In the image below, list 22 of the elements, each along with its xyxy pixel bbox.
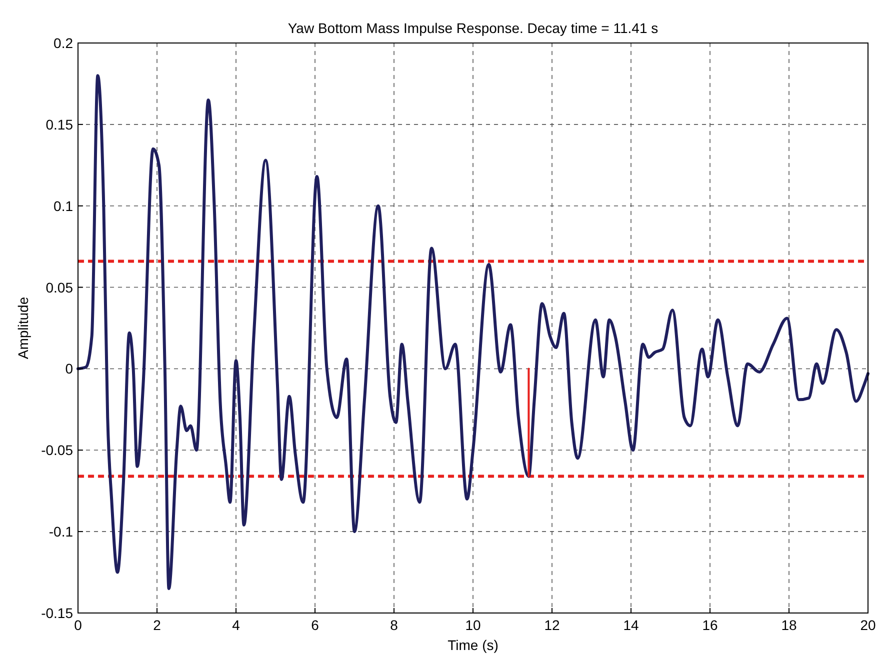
x-tick-label: 16 <box>702 617 718 633</box>
x-tick-label: 12 <box>544 617 560 633</box>
y-tick-label: 0.05 <box>46 279 74 296</box>
x-axis-title: Time (s) <box>448 637 498 653</box>
x-tick-label: 20 <box>860 617 876 633</box>
x-tick-label: 14 <box>623 617 639 633</box>
y-tick-label: -0.1 <box>48 524 74 540</box>
y-tick-label: 0.1 <box>54 198 74 214</box>
x-tick-label: 8 <box>390 617 398 633</box>
x-tick-label: 2 <box>153 617 162 633</box>
x-tick-label: 6 <box>311 617 320 633</box>
y-axis-title: Amplitude <box>15 296 31 360</box>
y-tick-label: 0.2 <box>54 35 74 51</box>
x-tick-label: 10 <box>465 617 481 633</box>
y-tick-label: 0 <box>65 360 74 377</box>
x-tick-label: 4 <box>232 617 240 633</box>
line-series <box>76 74 870 590</box>
y-tick-label: -0.15 <box>41 605 74 621</box>
chart-title: Yaw Bottom Mass Impulse Response. Decay time = 11.41 s <box>288 20 658 36</box>
x-tick-label: 18 <box>781 617 797 633</box>
y-tick-label: 0.15 <box>46 116 74 132</box>
y-tick-label: -0.05 <box>41 442 74 458</box>
